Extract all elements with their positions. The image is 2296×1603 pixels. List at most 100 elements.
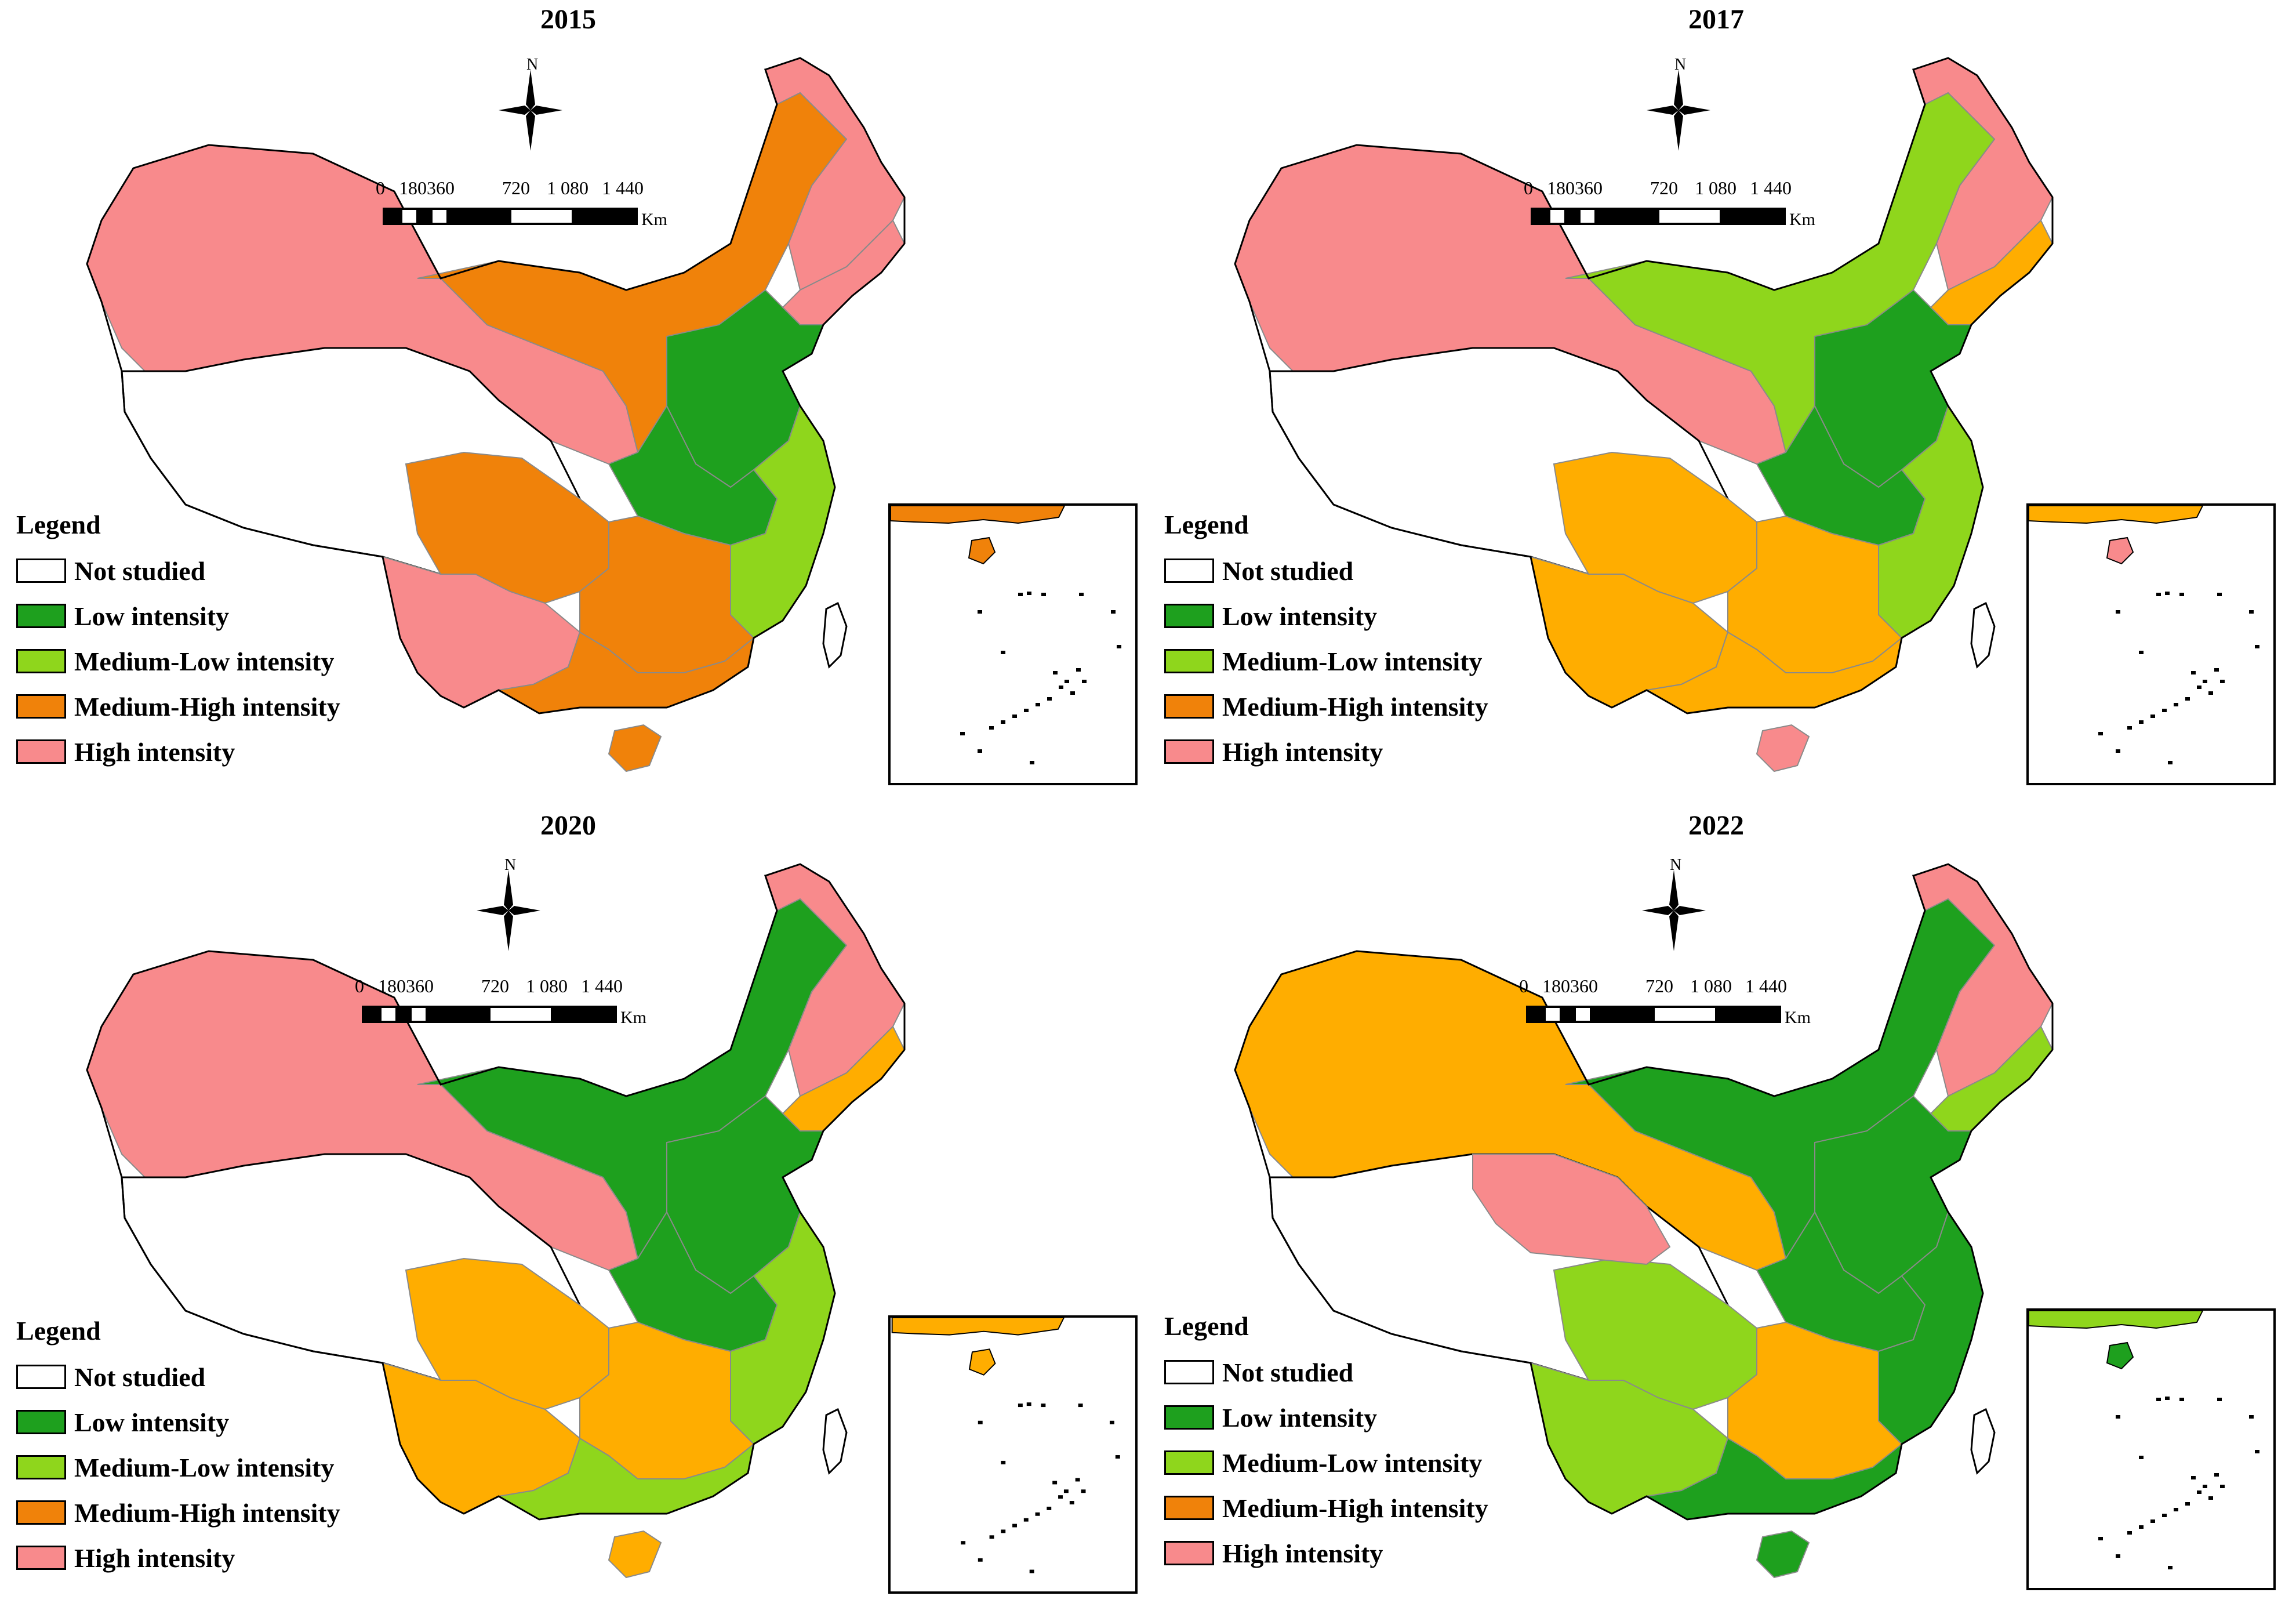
scale-tick-label: 180360	[1542, 975, 1598, 996]
scale-tick-label: 1 440	[581, 975, 623, 996]
scale-tick-label: 1 440	[602, 177, 644, 198]
panel-year-title: 2017	[1688, 4, 1744, 35]
inset-island	[978, 610, 982, 614]
inset-island	[1026, 1402, 1031, 1406]
legend-item-high: High intensity	[16, 1535, 340, 1580]
scale-tick-label: 0	[1524, 177, 1533, 198]
inset-island	[2179, 593, 2184, 596]
inset-island	[1029, 1569, 1034, 1573]
north-arrow-icon	[499, 70, 562, 151]
inset-island	[2098, 732, 2103, 735]
legend-label: Medium-Low intensity	[1222, 1448, 1483, 1478]
legend-item-medium-low: Medium-Low intensity	[16, 639, 340, 684]
inset-island	[1041, 593, 1046, 596]
inset-island	[978, 749, 982, 753]
inset-island	[2208, 1496, 2213, 1500]
inset-hainan	[2106, 536, 2134, 565]
inset-island	[2127, 1531, 2132, 1535]
inset-island	[1001, 720, 1005, 724]
map-panel-2020: 2020 N 0 180360 720 1 080 1 440 Km Legen…	[0, 806, 1138, 1601]
province-region-qinghai	[1472, 1154, 1671, 1265]
inset-island	[1041, 1403, 1046, 1408]
legend-title: Legend	[1164, 1311, 1249, 1341]
inset-island	[2203, 680, 2207, 683]
province-region-hainan	[608, 1530, 662, 1579]
inset-island	[2127, 726, 2132, 730]
legend-item-low: Low intensity	[16, 593, 340, 639]
north-label: N	[504, 856, 517, 874]
inset-island	[2191, 671, 2196, 674]
inset-island	[2165, 1397, 2170, 1400]
north-arrow-icon	[477, 870, 540, 951]
map-legend: Legend Not studied Low intensity Medium-…	[1164, 509, 1488, 774]
inset-island	[1036, 703, 1040, 706]
legend-item-medium-high: Medium-High intensity	[1164, 684, 1488, 729]
inset-hainan	[968, 1348, 996, 1376]
inset-island	[1035, 1512, 1040, 1516]
inset-island	[2214, 1473, 2219, 1477]
inset-island	[1024, 709, 1029, 712]
inset-island	[2208, 691, 2213, 695]
legend-title: Legend	[16, 1316, 101, 1345]
legend-item-not-studied: Not studied	[16, 1354, 340, 1399]
legend-label: High intensity	[1222, 737, 1383, 767]
inset-island	[1047, 697, 1052, 701]
inset-island	[2214, 668, 2219, 672]
legend-label: Medium-High intensity	[1222, 691, 1488, 721]
scale-tick-label: 0	[355, 975, 364, 996]
inset-island	[1059, 686, 1063, 689]
north-arrow-icon	[1647, 70, 1710, 151]
legend-label: Low intensity	[1222, 601, 1378, 631]
inset-island	[1079, 593, 1084, 596]
inset-island	[2197, 686, 2201, 689]
inset-island	[2139, 651, 2144, 654]
inset-island	[1023, 1518, 1029, 1522]
legend-item-medium-low: Medium-Low intensity	[16, 1445, 340, 1490]
china-map	[86, 57, 906, 773]
inset-island	[1012, 1524, 1017, 1528]
scale-tick-label: 0	[376, 177, 385, 198]
inset-island	[1001, 1460, 1006, 1464]
inset-island	[2156, 1398, 2161, 1401]
legend-label: Medium-High intensity	[74, 1497, 340, 1528]
inset-mainland-coast	[891, 1318, 1065, 1336]
legend-item-medium-low: Medium-Low intensity	[1164, 639, 1488, 684]
china-map	[1234, 57, 2054, 773]
legend-label: High intensity	[74, 1543, 235, 1573]
inset-island	[2220, 680, 2225, 683]
scale-unit: Km	[620, 1008, 646, 1027]
scale-tick-label: 180360	[399, 177, 455, 198]
inset-island	[1047, 1506, 1052, 1510]
scale-unit: Km	[1785, 1008, 1811, 1027]
inset-map	[891, 1318, 1120, 1573]
legend-label: Medium-Low intensity	[1222, 646, 1483, 676]
legend-item-not-studied: Not studied	[1164, 1350, 1488, 1395]
scale-tick-label: 720	[1645, 975, 1673, 996]
inset-island	[1001, 1529, 1006, 1533]
map-legend: Legend Not studied Low intensity Medium-…	[16, 509, 340, 774]
inset-island	[2197, 1490, 2201, 1494]
inset-mainland-coast	[2029, 1311, 2204, 1329]
inset-island	[1063, 1489, 1069, 1493]
legend-item-low: Low intensity	[1164, 1395, 1488, 1440]
legend-item-low: Low intensity	[16, 1399, 340, 1445]
taiwan-outline	[1970, 601, 1996, 669]
inset-island	[2255, 645, 2259, 648]
inset-island	[1109, 1420, 1114, 1424]
inset-island	[2179, 1398, 2184, 1401]
inset-island	[2185, 697, 2190, 701]
legend-label: Low intensity	[1222, 1402, 1378, 1432]
inset-island	[1111, 610, 1116, 614]
scale-tick-label: 1 080	[526, 975, 568, 996]
inset-island	[1081, 1489, 1086, 1493]
inset-island	[2150, 1519, 2155, 1523]
inset-island	[1069, 1501, 1074, 1504]
country-outline	[1234, 863, 2054, 1521]
scale-tick-label: 720	[1650, 177, 1678, 198]
legend-title: Legend	[1164, 510, 1249, 539]
map-panel-2015: 2015 N 0 180360 720 1 080 1 440 Km Legen…	[0, 0, 1138, 795]
legend-label: Medium-Low intensity	[74, 1452, 335, 1482]
inset-map	[2029, 1311, 2259, 1569]
scale-bar	[1526, 1006, 1781, 1023]
legend-label: Not studied	[74, 556, 206, 586]
